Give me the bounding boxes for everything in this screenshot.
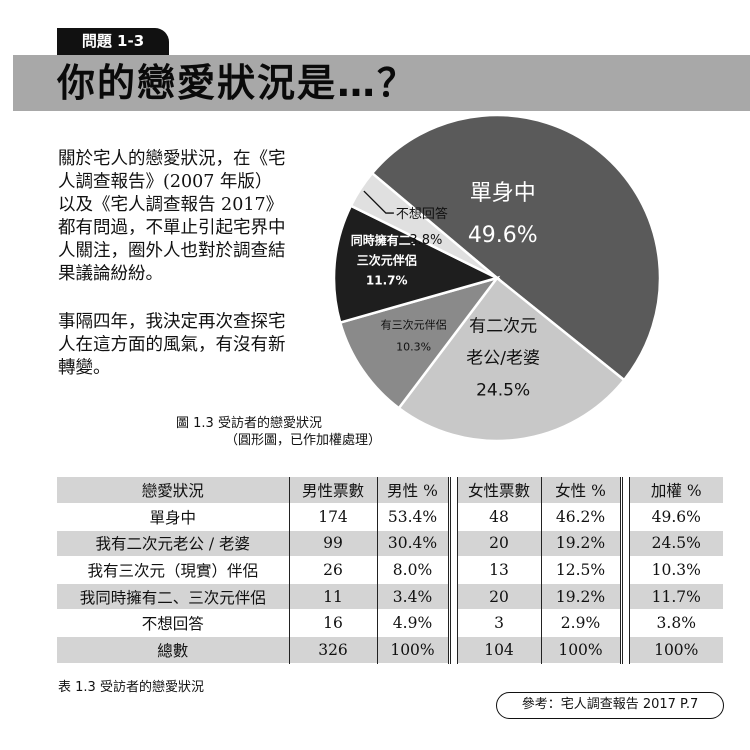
- table-cell: 19.2%: [540, 583, 621, 610]
- table-cell: 我有二次元老公 / 老婆: [57, 530, 289, 557]
- slice-label: 三次元伴侶: [357, 253, 417, 268]
- column-header: 男性票數: [288, 477, 377, 504]
- table-cell: 26: [288, 556, 377, 584]
- table-cell: 19.2%: [540, 530, 621, 557]
- slice-label-group-5: 不想回答 3.8%: [363, 190, 448, 248]
- slice-label: 有二次元: [469, 316, 537, 336]
- slice-label-group-3: 有三次元伴侶 10.3%: [381, 318, 447, 354]
- table-header-row: 戀愛狀況 男性票數 男性 % 女性票數 女性 % 加權 %: [57, 477, 723, 504]
- table-cell: 100%: [376, 636, 449, 664]
- column-divider: [619, 556, 629, 584]
- intro-paragraph-1: 關於宅人的戀愛狀況，在《宅人調查報告》(2007 年版）以及《宅人調查報告 20…: [58, 149, 286, 284]
- table-cell: 3.4%: [376, 583, 449, 610]
- slice-label-group-1: 單身中 49.6%: [468, 181, 538, 248]
- table-cell: 13: [456, 556, 541, 584]
- table-cell: 單身中: [149, 508, 196, 527]
- table-cell: 49.6%: [628, 503, 723, 531]
- slice-value: 3.8%: [409, 233, 442, 248]
- column-divider: [447, 503, 457, 531]
- slice-label: 同時擁有二、: [351, 233, 423, 248]
- column-divider: [619, 503, 629, 531]
- table-cell: 11.7%: [628, 583, 723, 610]
- column-header: 男性 %: [376, 477, 449, 504]
- column-divider: [447, 583, 457, 610]
- table-caption: 表 1.3 受訪者的戀愛狀況: [58, 680, 204, 695]
- pie-slice-3: [338, 275, 501, 410]
- column-divider: [447, 530, 457, 557]
- slice-label: 老公/老婆: [466, 348, 540, 368]
- column-header: 加權 %: [628, 477, 723, 504]
- slice-value: 24.5%: [476, 380, 530, 400]
- table-row: 我有三次元（現實）伴侶 26 8.0% 13 12.5% 10.3%: [57, 556, 723, 584]
- slice-value: 11.7%: [366, 274, 408, 288]
- table-cell: 我有三次元（現實）伴侶: [87, 562, 258, 581]
- figure-subcaption: （圓形圖，已作加權處理）: [225, 433, 382, 448]
- table-cell: 我同時擁有二、三次元伴侶: [57, 583, 289, 610]
- table-cell: 2.9%: [540, 609, 621, 637]
- figure-caption: 圖 1.3 受訪者的戀愛狀況: [176, 416, 322, 431]
- pie-chart: 單身中 49.6% 有二次元老公/老婆 24.5% 有三次元伴侶 10.3% 同時擁有二、三…: [332, 113, 662, 443]
- table-cell: 4.9%: [376, 609, 449, 637]
- table-cell: 104: [456, 636, 541, 664]
- table-cell: 100%: [540, 636, 621, 664]
- table-row: 我同時擁有二、三次元伴侶 11 3.4% 20 19.2% 11.7%: [57, 583, 723, 610]
- table-cell: 100%: [628, 636, 723, 664]
- slice-label: 有三次元伴侶: [381, 318, 447, 332]
- table-cell: 10.3%: [628, 556, 723, 584]
- slice-label-group-2: 有二次元老公/老婆 24.5%: [466, 316, 540, 400]
- column-divider: [447, 556, 457, 584]
- column-divider: [619, 530, 629, 557]
- table-cell: 不想回答: [141, 615, 204, 634]
- table-cell: 20: [456, 530, 541, 557]
- column-header: 戀愛狀況: [57, 477, 289, 504]
- table-cell: 20: [456, 583, 541, 610]
- table-row: 不想回答 16 4.9% 3 2.9% 3.8%: [57, 609, 723, 637]
- column-header: 女性 %: [540, 477, 621, 504]
- data-table: 戀愛狀況 男性票數 男性 % 女性票數 女性 % 加權 % 單身中 174 53.4% 48 46.…: [57, 477, 723, 664]
- slice-value: 49.6%: [468, 223, 538, 248]
- table-cell: 11: [288, 583, 377, 610]
- table-cell: 8.0%: [376, 556, 449, 584]
- reference-badge: 參考：宅人調查報告 2017 P.7: [496, 692, 724, 719]
- slice-label: 單身中: [470, 181, 536, 206]
- column-divider: [447, 477, 457, 504]
- table-cell: 46.2%: [540, 503, 621, 531]
- column-divider: [447, 609, 457, 637]
- column-divider: [447, 636, 457, 664]
- callout-line: [363, 190, 394, 214]
- table-row: 單身中 174 53.4% 48 46.2% 49.6%: [57, 503, 723, 531]
- column-divider: [619, 609, 629, 637]
- table-cell: 326: [288, 636, 377, 664]
- table-cell: 12.5%: [540, 556, 621, 584]
- table-cell: 99: [288, 530, 377, 557]
- pie-slice-5: [349, 171, 498, 280]
- page-title: 你的戀愛狀況是…？: [57, 61, 418, 105]
- intro-paragraph-2: 事隔四年，我決定再次查探宅人在這方面的風氣，有沒有新轉變。: [58, 312, 286, 378]
- column-divider: [619, 477, 629, 504]
- table-cell: 24.5%: [628, 530, 723, 557]
- pie-slice-4: [332, 204, 501, 325]
- title-bar: [13, 55, 750, 111]
- pie-slice-1: [370, 113, 662, 382]
- table-cell: 53.4%: [376, 503, 449, 531]
- question-tag: 問題 1-3: [57, 28, 169, 55]
- table-cell: 48: [456, 503, 541, 531]
- column-header: 女性票數: [456, 477, 541, 504]
- table-row: 我有二次元老公 / 老婆 99 30.4% 20 19.2% 24.5%: [57, 530, 723, 557]
- slice-label-group-4: 同時擁有二、三次元伴侶 11.7%: [351, 233, 423, 288]
- column-divider: [619, 636, 629, 664]
- pie-slice-2: [397, 276, 626, 443]
- table-cell: 174: [288, 503, 377, 531]
- slice-label: 不想回答: [396, 206, 448, 222]
- table-cell: 16: [288, 609, 377, 637]
- table-cell: 3.8%: [628, 609, 723, 637]
- table-cell: 30.4%: [376, 530, 449, 557]
- table-cell: 3: [456, 609, 541, 637]
- slice-value: 10.3%: [396, 341, 431, 354]
- column-divider: [619, 583, 629, 610]
- table-cell: 總數: [57, 636, 289, 664]
- table-row: 總數 326 100% 104 100% 100%: [57, 636, 723, 664]
